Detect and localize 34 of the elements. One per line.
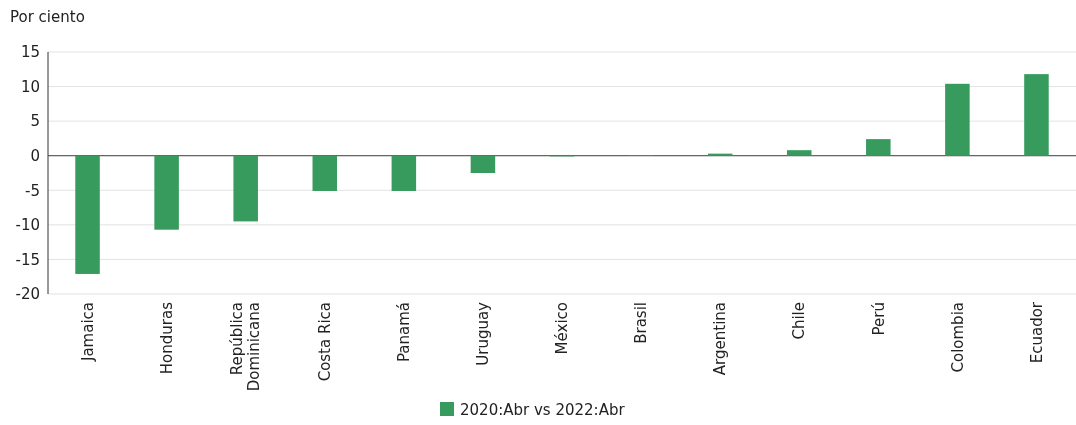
bar <box>154 155 179 230</box>
x-tick-label: República Dominicana <box>228 302 264 392</box>
y-tick-label: -5 <box>25 181 40 200</box>
x-tick-label: Panamá <box>395 302 414 363</box>
bar <box>470 155 496 173</box>
y-tick-label: 5 <box>30 112 40 131</box>
y-tick-label: -10 <box>15 216 40 235</box>
legend-label: 2020:Abr vs 2022:Abr <box>460 401 626 419</box>
x-tick-label: México <box>553 302 572 355</box>
x-tick-label: Argentina <box>711 302 730 376</box>
y-tick-label: 10 <box>20 77 40 96</box>
bar <box>233 155 258 222</box>
bar <box>75 155 100 274</box>
bar <box>786 150 812 156</box>
x-tick-label: Ecuador <box>1027 301 1046 364</box>
x-tick-label: Perú <box>869 302 888 336</box>
x-tick-label: Brasil <box>632 302 651 344</box>
y-tick-label: -20 <box>15 285 40 304</box>
bar <box>707 153 733 156</box>
bar <box>312 155 338 191</box>
x-tick-label: Jamaica <box>78 302 97 363</box>
x-tick-label: Uruguay <box>474 301 493 366</box>
y-tick-label: -15 <box>15 250 40 269</box>
y-tick-label: 15 <box>20 43 40 62</box>
bar <box>1024 74 1049 156</box>
y-tick-label: 0 <box>30 146 40 165</box>
bar <box>391 155 417 191</box>
x-tick-label: Colombia <box>948 302 967 373</box>
y-axis-title: Por ciento <box>10 8 85 26</box>
bar <box>866 139 891 156</box>
bar <box>945 83 970 156</box>
x-tick-label: Costa Rica <box>316 302 335 382</box>
x-tick-label: Chile <box>790 302 809 340</box>
x-tick-label: Honduras <box>157 301 176 375</box>
